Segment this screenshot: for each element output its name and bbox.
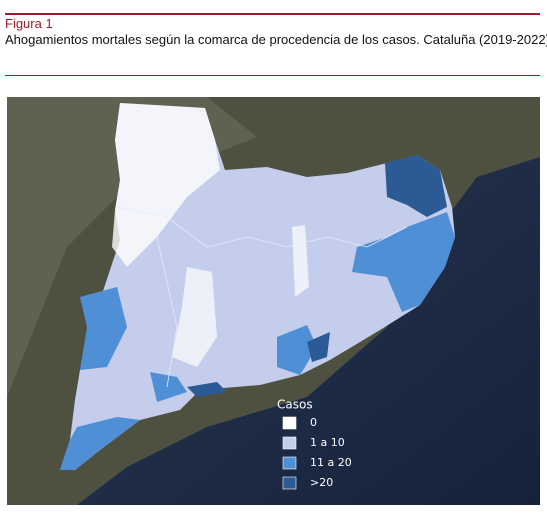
legend-title: Casos (277, 398, 313, 412)
figure-label: Figura 1 (5, 16, 53, 31)
region (187, 382, 227, 397)
legend-swatch (282, 416, 297, 430)
figure-title: Ahogamientos mortales según la comarca d… (5, 32, 547, 47)
region (307, 332, 330, 362)
boundary (116, 206, 408, 248)
land-relief (7, 97, 257, 397)
mid-rule (5, 75, 540, 76)
legend-label: 11 a 20 (310, 456, 352, 469)
legend-swatch (282, 476, 297, 490)
region (112, 103, 220, 267)
legend-label: 1 a 10 (310, 436, 345, 449)
region (80, 287, 127, 370)
legend-label: >20 (310, 476, 333, 489)
legend-swatch (282, 456, 297, 470)
region (385, 155, 447, 217)
map: Casos 0 1 a 10 11 a 20 >20 (7, 97, 540, 505)
region (277, 325, 317, 375)
legend-label: 0 (310, 416, 317, 429)
region (352, 212, 455, 312)
legend: 0 1 a 10 11 a 20 >20 (282, 416, 352, 490)
region (60, 417, 140, 470)
top-rule (5, 13, 540, 15)
region (150, 372, 187, 402)
region (292, 225, 309, 297)
boundary (156, 236, 178, 388)
region (172, 267, 217, 367)
legend-swatch (282, 436, 297, 450)
